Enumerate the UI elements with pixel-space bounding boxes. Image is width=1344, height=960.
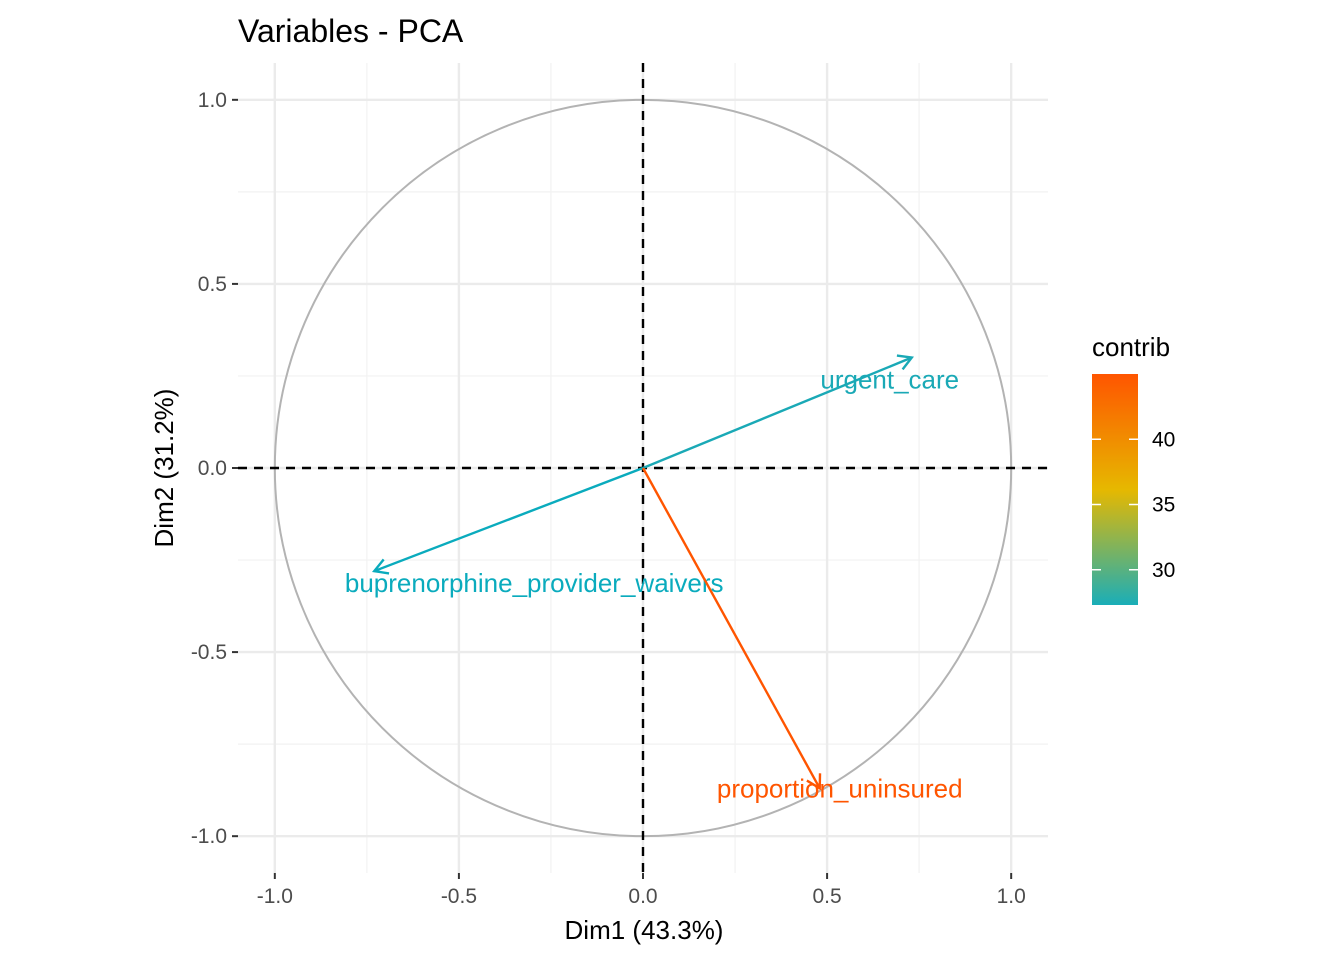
arrow-buprenorphine_provider_waivers: [373, 466, 644, 573]
arrow-proportion_uninsured: [641, 467, 821, 789]
x-axis-label: Dim1 (43.3%): [565, 915, 724, 945]
arrowhead-buprenorphine_provider_waivers: [371, 558, 390, 575]
chart-title: Variables - PCA: [238, 13, 464, 49]
y-tick-label: 0.5: [198, 273, 227, 296]
arrowhead-urgent_care: [896, 354, 914, 371]
x-tick-label: 0.5: [812, 885, 841, 908]
variable-label-urgent_care: urgent_care: [820, 365, 959, 395]
x-tick-label: 1.0: [997, 885, 1026, 908]
y-axis-label: Dim2 (31.2%): [149, 389, 179, 548]
y-tick-label: -0.5: [191, 641, 227, 664]
y-tick-label: 0.0: [198, 457, 227, 480]
legend-tick-label: 30: [1152, 559, 1175, 582]
x-tick-label: -0.5: [441, 885, 477, 908]
arrow-urgent_care: [642, 356, 913, 470]
contrib-legend: contrib 30 35 40: [1092, 332, 1175, 605]
plot-panel: -1.0 -0.5 0.0 0.5 1.0 -1.0 -0.5 0.0 0.5 1.0 urgent…: [191, 63, 1048, 908]
y-tick-label: 1.0: [198, 89, 227, 112]
x-tick-label: 0.0: [628, 885, 657, 908]
legend-tick-label: 40: [1152, 428, 1175, 451]
arrowhead-proportion_uninsured: [806, 773, 822, 791]
y-tick-label: -1.0: [191, 825, 227, 848]
legend-title: contrib: [1092, 332, 1170, 362]
variable-label-proportion_uninsured: proportion_uninsured: [717, 773, 963, 803]
legend-tick-label: 35: [1152, 494, 1175, 517]
legend-colorbar: [1092, 374, 1138, 605]
x-tick-label: -1.0: [257, 885, 293, 908]
variable-label-buprenorphine_provider_waivers: buprenorphine_provider_waivers: [345, 568, 724, 598]
